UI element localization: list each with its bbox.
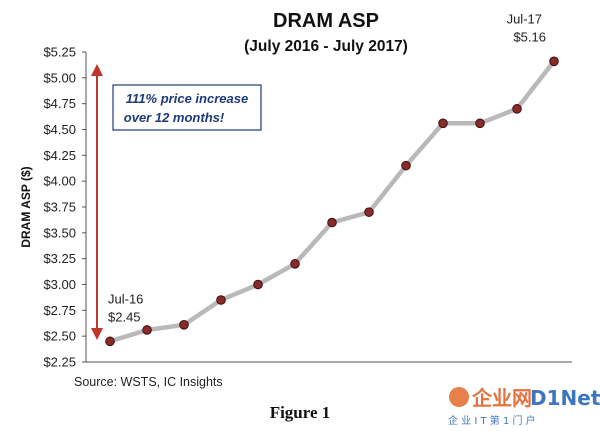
watermark-globe-icon bbox=[449, 387, 469, 407]
annotation-border bbox=[112, 84, 262, 131]
data-point bbox=[253, 279, 263, 290]
data-point bbox=[512, 104, 522, 114]
data-point bbox=[364, 207, 374, 217]
point-label-line-1: Jul-17 bbox=[507, 11, 542, 26]
annotation-line-2: over 12 months! bbox=[124, 110, 225, 125]
arrow-head-up-icon bbox=[91, 64, 103, 76]
y-tick-label: $2.75 bbox=[43, 303, 76, 318]
data-point bbox=[475, 118, 485, 129]
y-tick-label: $5.25 bbox=[43, 45, 76, 60]
series-dram-asp bbox=[105, 56, 559, 347]
point-label-line-2: $2.45 bbox=[108, 309, 141, 324]
y-tick-label: $2.25 bbox=[43, 355, 76, 370]
chart-subtitle: (July 2016 - July 2017) bbox=[244, 38, 408, 55]
data-point bbox=[216, 295, 226, 305]
point-labels: Jul-16 $2.45 Jul-17 $5.16 bbox=[108, 11, 546, 324]
annotation-box: 111% price increase over 12 months! bbox=[112, 84, 262, 131]
y-tick-label: $3.00 bbox=[43, 277, 76, 292]
chart-title: DRAM ASP bbox=[273, 10, 379, 32]
data-point bbox=[438, 118, 448, 129]
data-point bbox=[105, 336, 115, 347]
data-point bbox=[142, 325, 152, 335]
y-tick-label: $3.75 bbox=[43, 200, 76, 215]
y-tick-label: $4.00 bbox=[43, 174, 76, 189]
y-tick-label: $4.75 bbox=[43, 96, 76, 111]
data-point bbox=[549, 56, 559, 67]
watermark-tagline: 企 业 I T 第 1 门 户 bbox=[448, 414, 536, 427]
data-point bbox=[290, 259, 300, 269]
price-increase-arrow bbox=[91, 64, 103, 340]
annotation-line-1: 111% price increase bbox=[126, 91, 248, 106]
arrow-head-down-icon bbox=[91, 328, 103, 340]
point-label-line-1: Jul-16 bbox=[108, 291, 143, 306]
y-tick-label: $3.25 bbox=[43, 251, 76, 266]
data-point bbox=[327, 217, 337, 228]
watermark-logo: 企业网 D1Net 企 业 I T 第 1 门 户 bbox=[448, 386, 600, 427]
y-tick-label: $3.50 bbox=[43, 225, 76, 240]
figure-caption: Figure 1 bbox=[270, 403, 331, 422]
watermark-brand-cn: 企业网 bbox=[471, 386, 532, 410]
data-point bbox=[401, 160, 411, 171]
y-tick-label: $5.00 bbox=[43, 70, 76, 85]
y-axis-label: DRAM ASP ($) bbox=[19, 166, 33, 247]
y-axis-ticks: $2.25 $2.50 $2.75 $3.00 $3.25 $3.50 $3.75 $4.00… bbox=[43, 45, 86, 370]
source-note: Source: WSTS, IC Insights bbox=[74, 375, 223, 389]
point-label-line-2: $5.16 bbox=[513, 29, 546, 44]
y-tick-label: $4.25 bbox=[43, 148, 76, 163]
data-point bbox=[179, 320, 189, 330]
y-tick-label: $2.50 bbox=[43, 329, 76, 344]
y-tick-label: $4.50 bbox=[43, 122, 76, 137]
watermark-brand-en: D1Net bbox=[530, 386, 600, 410]
